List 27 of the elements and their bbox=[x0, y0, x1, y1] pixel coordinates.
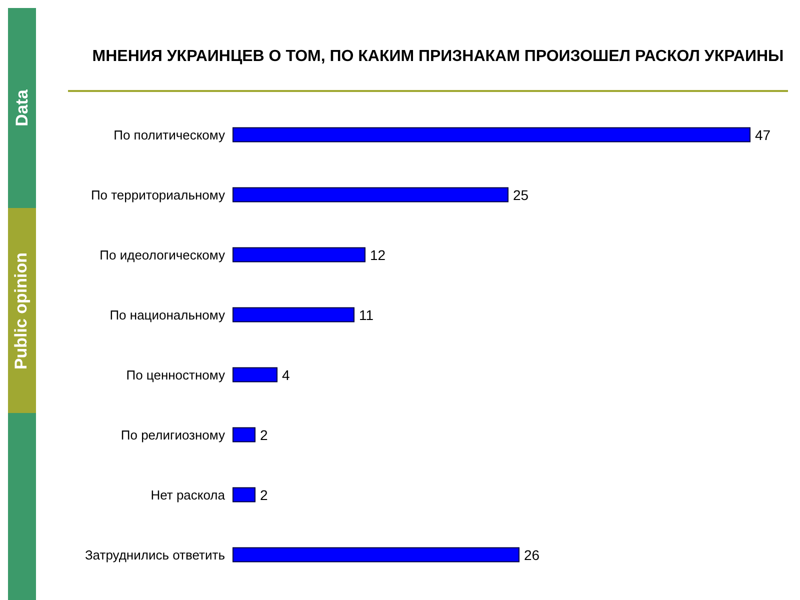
bar bbox=[232, 427, 256, 442]
data-label: 2 bbox=[260, 426, 268, 443]
y-tick-label: По политическому bbox=[114, 128, 226, 143]
bar bbox=[232, 247, 366, 262]
bar bbox=[232, 547, 520, 562]
bar bbox=[232, 367, 278, 382]
y-tick-label: По религиозному bbox=[120, 428, 226, 443]
bar bbox=[232, 487, 256, 502]
y-tick-label: По ценностному bbox=[126, 368, 226, 383]
data-label: 11 bbox=[359, 306, 374, 323]
text: Public opinion bbox=[12, 252, 32, 370]
y-tick-label: Нет раскола bbox=[150, 488, 226, 503]
data-label: 26 bbox=[524, 546, 540, 563]
data-label: 25 bbox=[513, 186, 529, 203]
y-tick-label: По идеологическому bbox=[100, 248, 226, 263]
data-label: 47 bbox=[755, 126, 771, 143]
bar bbox=[232, 307, 354, 322]
y-tick-label: По территориальному bbox=[90, 188, 226, 203]
chart-title: МНЕНИЯ УКРАИНЦЕВ О ТОМ, ПО КАКИМ ПРИЗНАКАМ ПРОИЗОШЕЛ РАСКОЛ УКРАИНЫ bbox=[91, 47, 785, 67]
text: Data bbox=[12, 90, 32, 126]
data-label: 12 bbox=[370, 246, 386, 263]
bar bbox=[232, 127, 750, 142]
data-label: 4 bbox=[282, 366, 290, 383]
y-tick-label: По национальному bbox=[110, 308, 226, 323]
y-tick-label: Затруднились ответить bbox=[84, 548, 226, 563]
data-label: 2 bbox=[260, 486, 268, 503]
bar bbox=[232, 187, 508, 202]
